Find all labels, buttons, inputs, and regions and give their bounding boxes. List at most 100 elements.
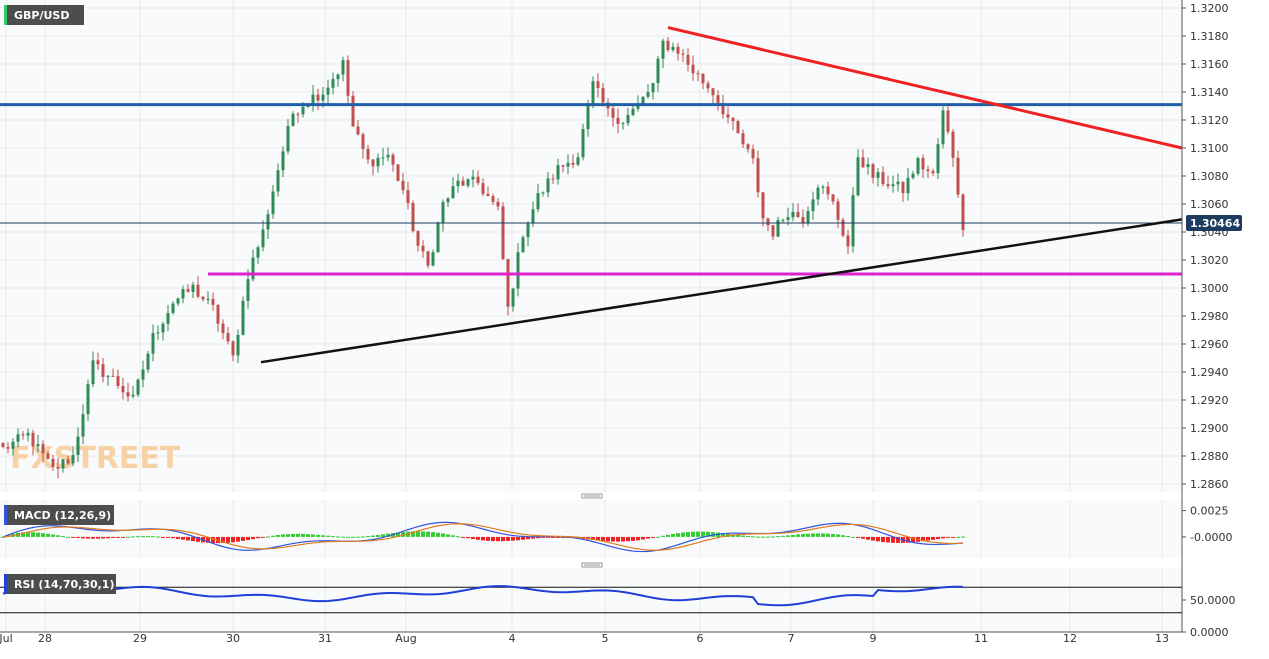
candle-body bbox=[311, 94, 315, 104]
candle-body bbox=[126, 392, 130, 397]
macd-histogram-bar bbox=[506, 536, 510, 541]
pane-splitters[interactable] bbox=[581, 493, 603, 568]
macd-histogram-bar bbox=[366, 536, 370, 538]
macd-histogram-bar bbox=[96, 536, 100, 539]
symbol-label[interactable]: GBP/USD bbox=[4, 5, 84, 25]
macd-histogram-bar bbox=[166, 536, 170, 538]
x-tick-label: 29 bbox=[133, 632, 147, 645]
macd-histogram-bar bbox=[146, 536, 150, 538]
x-tick-label: 28 bbox=[38, 632, 52, 645]
candle-body bbox=[871, 164, 875, 178]
candle-body bbox=[491, 196, 495, 202]
candle-body bbox=[916, 157, 920, 174]
macd-histogram-bar bbox=[786, 535, 790, 537]
macd-histogram-bar bbox=[226, 536, 230, 543]
macd-histogram-bar bbox=[186, 536, 190, 541]
macd-histogram-bar bbox=[151, 536, 155, 538]
x-tick-label: 12 bbox=[1063, 632, 1077, 645]
candle-body bbox=[241, 300, 245, 335]
macd-histogram-bar bbox=[1, 536, 5, 538]
macd-histogram-bar bbox=[546, 536, 550, 538]
macd-histogram-bar bbox=[881, 536, 885, 542]
macd-plot-background bbox=[0, 500, 1182, 558]
candle-body bbox=[936, 144, 940, 174]
candle-body bbox=[591, 81, 595, 105]
macd-histogram-bar bbox=[61, 536, 65, 538]
candle-body bbox=[636, 103, 640, 109]
y-tick-label: 1.2960 bbox=[1190, 338, 1229, 351]
macd-histogram-bar bbox=[111, 536, 115, 538]
candle-body bbox=[581, 129, 585, 158]
candle-body bbox=[486, 193, 490, 197]
macd-histogram-bar bbox=[926, 536, 930, 541]
macd-histogram-bar bbox=[381, 534, 385, 537]
macd-histogram-bar bbox=[801, 534, 805, 537]
candle-body bbox=[211, 299, 215, 305]
macd-histogram-bar bbox=[511, 536, 515, 541]
macd-histogram-bar bbox=[91, 536, 95, 539]
candle-body bbox=[876, 172, 880, 178]
macd-histogram-bar bbox=[946, 536, 950, 538]
candle-body bbox=[166, 313, 170, 324]
macd-histogram-bar bbox=[656, 536, 660, 538]
candle-body bbox=[941, 110, 945, 145]
macd-histogram-bar bbox=[691, 531, 695, 537]
macd-histogram-bar bbox=[771, 536, 775, 538]
candle-body bbox=[136, 379, 140, 395]
candle-body bbox=[286, 126, 290, 152]
macd-histogram-bar bbox=[806, 533, 810, 537]
candle-body bbox=[756, 158, 760, 193]
candle-body bbox=[816, 187, 820, 200]
trendlines[interactable] bbox=[260, 26, 1183, 364]
candle-body bbox=[56, 466, 60, 469]
macd-histogram-bar bbox=[751, 536, 755, 538]
macd-histogram-bar bbox=[556, 536, 560, 538]
rsi-indicator-label[interactable]: RSI (14,70,30,1) bbox=[4, 574, 116, 594]
candle-body bbox=[911, 173, 915, 178]
macd-histogram-bar bbox=[591, 536, 595, 541]
macd-histogram-bar bbox=[341, 536, 345, 538]
macd-histogram-bar bbox=[221, 536, 225, 544]
candle-body bbox=[106, 375, 110, 377]
candle-body bbox=[906, 177, 910, 194]
price-axis: 1.3200 1.3180 1.3160 1.3140 1.3120 1.3100 1.30… bbox=[1181, 0, 1229, 632]
candle-body bbox=[161, 323, 165, 333]
candle-body bbox=[641, 96, 645, 104]
macd-indicator-label[interactable]: MACD (12,26,9) bbox=[4, 505, 114, 525]
macd-histogram-bar bbox=[156, 536, 160, 538]
macd-histogram-bar bbox=[86, 536, 90, 539]
macd-histogram-bar bbox=[641, 536, 645, 540]
macd-histogram-bar bbox=[856, 536, 860, 538]
candle-body bbox=[726, 114, 730, 118]
macd-histogram-bar bbox=[696, 531, 700, 537]
candle-body bbox=[546, 178, 550, 193]
macd-histogram-bar bbox=[461, 536, 465, 538]
x-tick-label: 7 bbox=[788, 632, 795, 645]
macd-y-tick-label: 0.0025 bbox=[1190, 505, 1229, 518]
candle-body bbox=[361, 134, 365, 149]
candle-body bbox=[781, 219, 785, 221]
macd-histogram-bar bbox=[231, 536, 235, 543]
macd-histogram-bar bbox=[486, 536, 490, 541]
macd-histogram-bar bbox=[886, 536, 890, 543]
macd-histogram-bar bbox=[321, 535, 325, 537]
macd-pane: 0.0025 -0.0000 bbox=[1, 505, 1232, 553]
macd-histogram-bar bbox=[961, 536, 965, 538]
macd-histogram-bar bbox=[791, 534, 795, 537]
last-price-badge: 1.30464 bbox=[1186, 215, 1242, 232]
macd-histogram-bar bbox=[666, 534, 670, 537]
macd-histogram-bar bbox=[351, 536, 355, 538]
candle-body bbox=[351, 95, 355, 127]
symbol-text: GBP/USD bbox=[14, 9, 69, 22]
candle-body bbox=[191, 284, 195, 292]
candle-body bbox=[171, 303, 175, 314]
macd-histogram-bar bbox=[251, 536, 255, 540]
candle-body bbox=[851, 195, 855, 247]
macd-histogram-bar bbox=[816, 533, 820, 537]
macd-histogram-bar bbox=[841, 535, 845, 537]
candle-body bbox=[611, 108, 615, 118]
horizontal-levels[interactable] bbox=[0, 103, 1182, 276]
candle-body bbox=[921, 157, 925, 170]
